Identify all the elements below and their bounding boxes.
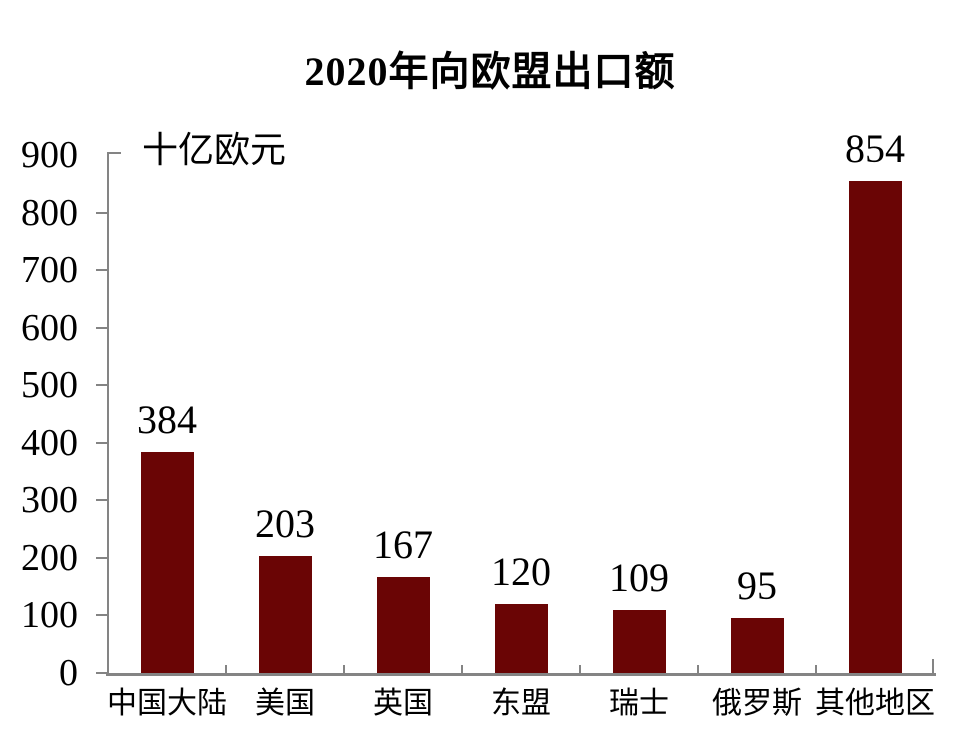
x-category-label: 瑞士 bbox=[609, 687, 669, 720]
y-axis-tick bbox=[96, 441, 108, 444]
y-axis-tick bbox=[96, 326, 108, 329]
y-axis-tick bbox=[96, 556, 108, 559]
y-axis-tick bbox=[96, 672, 108, 674]
y-axis-tick bbox=[96, 384, 108, 387]
x-category-label: 中国大陆 bbox=[107, 687, 227, 720]
bar-value-label: 95 bbox=[737, 563, 777, 609]
x-axis-line bbox=[106, 673, 936, 676]
x-category-label: 英国 bbox=[373, 687, 433, 720]
y-axis-unit-label: 十亿欧元 bbox=[142, 130, 287, 170]
y-axis-tick-label: 0 bbox=[59, 652, 78, 694]
bar-value-label: 854 bbox=[845, 126, 905, 172]
bar-value-label: 167 bbox=[373, 521, 433, 567]
x-axis-end-cap bbox=[932, 659, 934, 673]
y-axis-tick-label: 200 bbox=[21, 536, 78, 579]
x-axis-tick bbox=[461, 665, 463, 673]
y-axis-tick bbox=[96, 211, 108, 214]
y-axis-tick-label: 500 bbox=[21, 364, 78, 407]
y-axis-tick bbox=[96, 614, 108, 617]
chart-title: 2020年向欧盟出口额 bbox=[304, 49, 676, 94]
bar-value-label: 109 bbox=[609, 555, 669, 601]
y-axis-end-cap bbox=[108, 152, 121, 154]
y-axis-tick bbox=[96, 269, 108, 272]
y-axis-tick-label: 900 bbox=[21, 134, 78, 176]
x-category-label: 俄罗斯 bbox=[712, 687, 802, 720]
x-category-label: 东盟 bbox=[491, 687, 551, 720]
bar-value-label: 120 bbox=[491, 548, 551, 594]
x-axis-tick bbox=[815, 665, 817, 673]
x-category-label: 其他地区 bbox=[815, 687, 935, 720]
y-axis-line bbox=[107, 152, 109, 676]
bar bbox=[258, 556, 312, 673]
y-axis-tick bbox=[96, 499, 108, 502]
x-axis-tick bbox=[343, 665, 345, 673]
bar bbox=[730, 618, 784, 673]
x-axis-tick bbox=[225, 665, 227, 673]
bar bbox=[494, 603, 548, 673]
bar-value-label: 203 bbox=[255, 501, 315, 547]
x-category-label: 美国 bbox=[255, 687, 315, 720]
y-axis-tick-label: 300 bbox=[21, 479, 78, 522]
bar-value-label: 384 bbox=[137, 396, 197, 442]
y-axis-tick-label: 800 bbox=[21, 191, 78, 234]
x-axis-tick bbox=[579, 665, 581, 673]
y-axis-tick-label: 400 bbox=[21, 421, 78, 464]
bar bbox=[376, 576, 430, 673]
y-axis-tick-label: 100 bbox=[21, 594, 78, 637]
x-axis-tick bbox=[697, 665, 699, 673]
y-axis-tick-label: 600 bbox=[21, 306, 78, 349]
bar bbox=[848, 181, 902, 673]
bar bbox=[612, 610, 666, 673]
bar bbox=[140, 451, 194, 673]
y-axis-tick-label: 700 bbox=[21, 249, 78, 292]
